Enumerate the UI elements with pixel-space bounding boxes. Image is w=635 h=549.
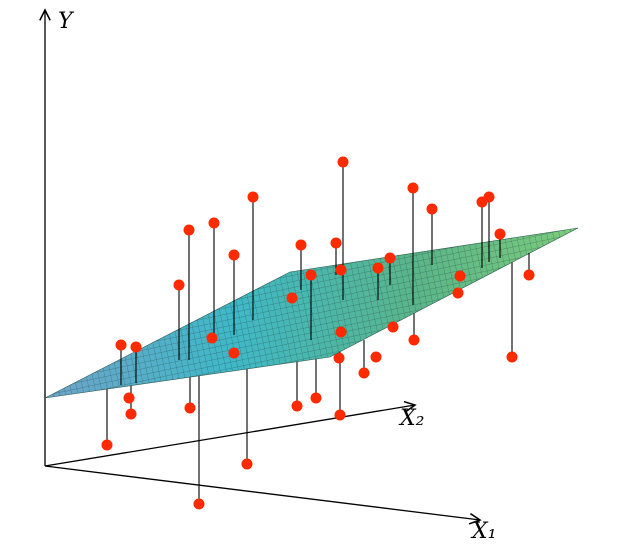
x1-axis <box>44 465 480 520</box>
x2-axis <box>44 405 415 467</box>
y-axis-label: Y <box>58 9 75 34</box>
points-above <box>115 156 535 385</box>
x2-axis-label: X₂ <box>398 406 424 431</box>
x1-axis-label: X₁ <box>470 519 496 544</box>
